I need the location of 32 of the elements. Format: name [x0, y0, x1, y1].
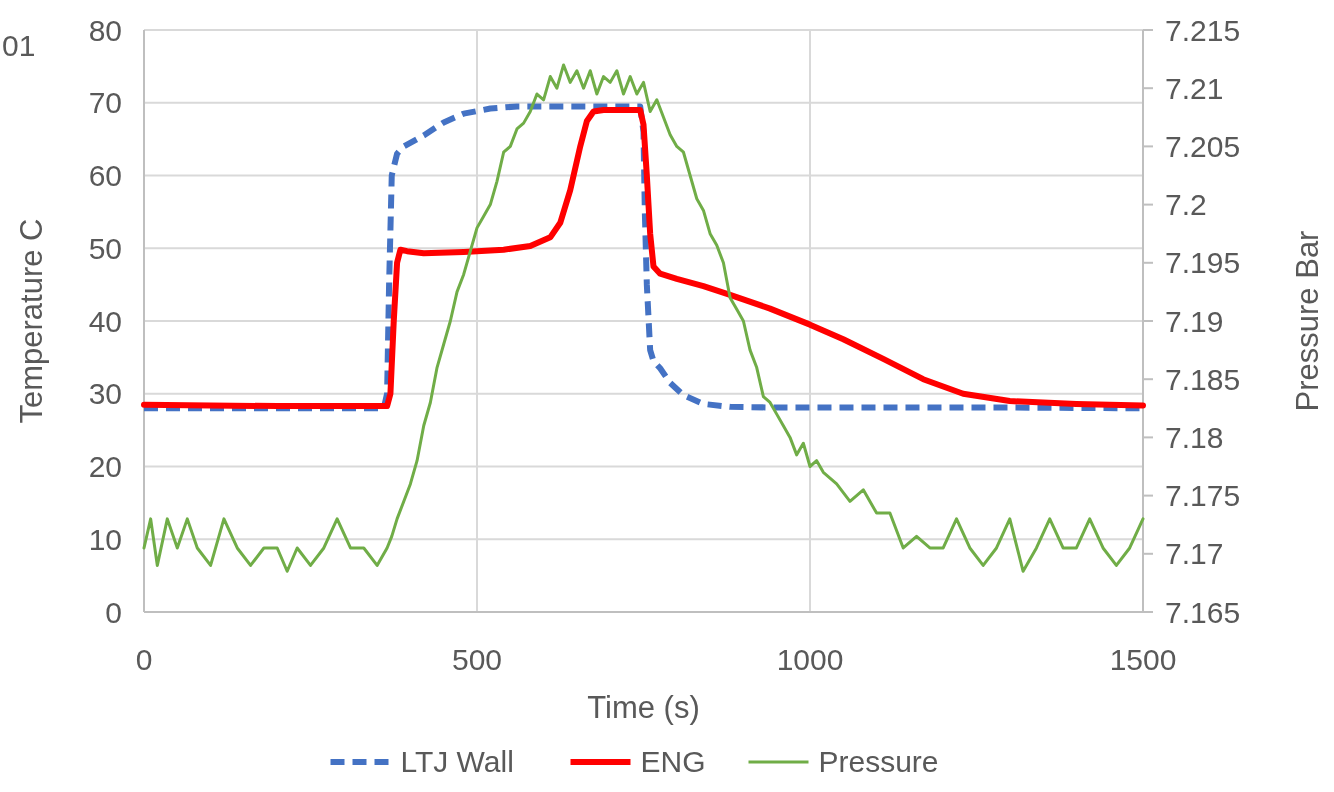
y2-tick-label: 7.215 — [1165, 13, 1241, 47]
x-axis-title: Time (s) — [587, 690, 700, 725]
y-tick-label: 10 — [88, 522, 122, 556]
y2-tick-label: 7.185 — [1165, 362, 1241, 396]
y-tick-label: 70 — [88, 86, 122, 120]
y-tick-label: 0 — [105, 595, 122, 629]
legend-label: LTJ Wall — [400, 745, 514, 778]
text: 01 — [2, 29, 36, 62]
y2-tick-label: 7.17 — [1165, 537, 1224, 571]
y-tick-label: 20 — [88, 450, 122, 483]
y2-axis-title: Pressure Bar — [1290, 230, 1325, 412]
y-tick-label: 80 — [88, 13, 122, 47]
y2-tick-label: 7.165 — [1165, 595, 1241, 629]
x-tick-label: 500 — [451, 643, 503, 676]
y2-tick-label: 7.205 — [1165, 129, 1241, 163]
y-tick-label: 50 — [88, 231, 122, 265]
y2-tick-label: 7.175 — [1165, 479, 1241, 513]
x-tick-label: 0 — [135, 643, 153, 676]
x-tick-label: 1000 — [776, 643, 844, 676]
y2-tick-label: 7.21 — [1165, 71, 1224, 105]
y-axis-title: Temperature C — [14, 218, 49, 424]
y2-tick-label: 7.18 — [1165, 420, 1224, 454]
y2-tick-label: 7.19 — [1165, 304, 1224, 338]
y-tick-label: 60 — [88, 159, 122, 192]
y2-tick-label: 7.2 — [1165, 188, 1207, 222]
line-series — [142, 63, 1145, 573]
y-tick-label: 30 — [88, 377, 122, 411]
y-tick-label: 40 — [88, 304, 122, 338]
y2-tick-label: 7.195 — [1165, 246, 1241, 280]
legend-label: Pressure — [818, 745, 939, 778]
x-tick-label: 1500 — [1109, 643, 1177, 676]
legend-label: ENG — [640, 745, 706, 778]
